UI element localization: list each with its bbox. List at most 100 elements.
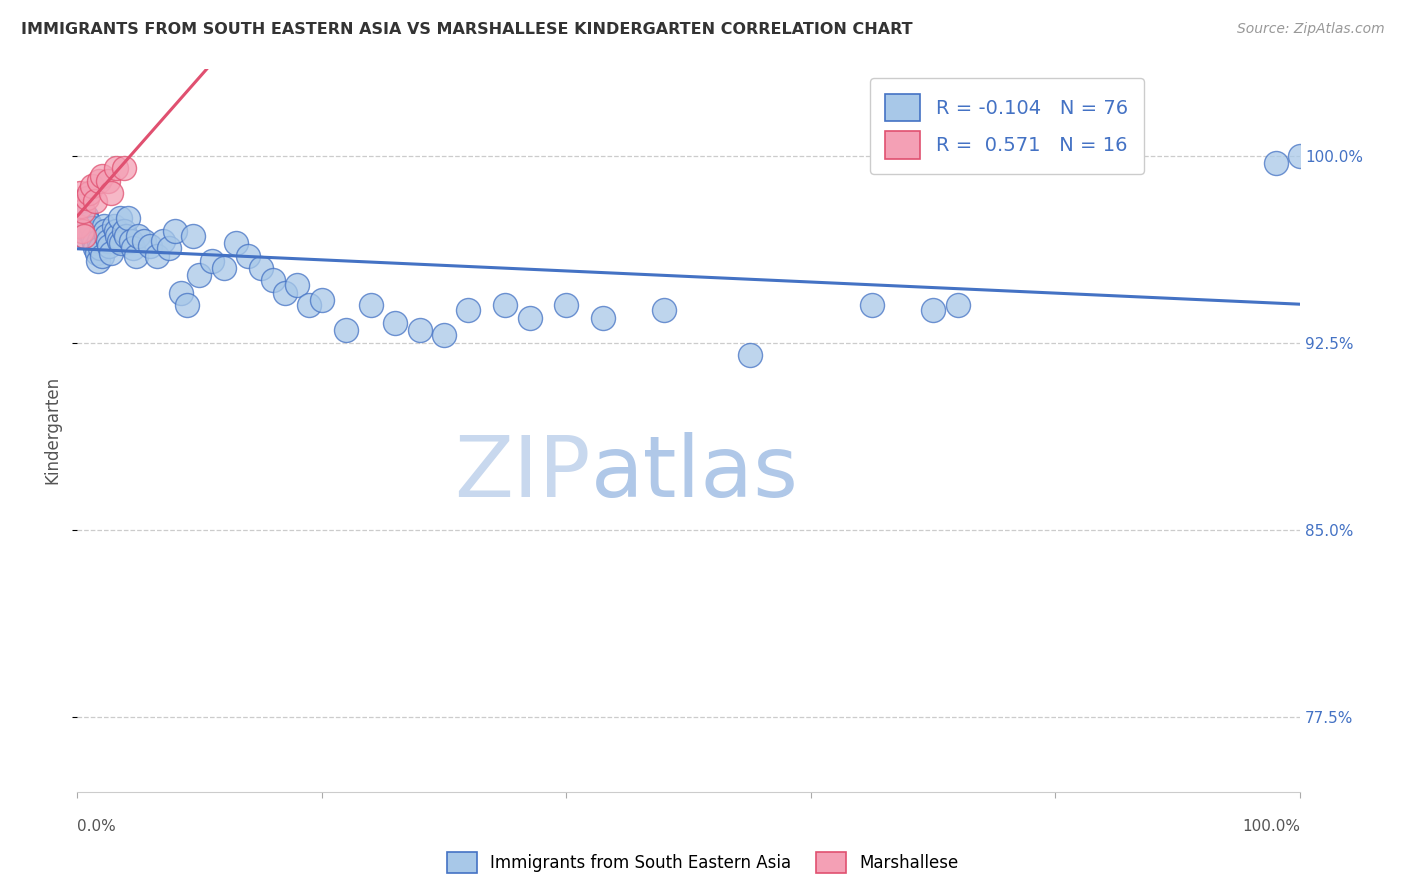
Point	[87, 174, 110, 188]
Point	[249, 260, 271, 275]
Point	[1264, 156, 1286, 170]
Point	[105, 224, 128, 238]
Point	[122, 241, 145, 255]
Point	[69, 199, 91, 213]
Point	[494, 298, 516, 312]
Point	[262, 273, 284, 287]
Point	[157, 241, 180, 255]
Point	[73, 228, 96, 243]
Point	[274, 285, 297, 300]
Point	[90, 248, 112, 262]
Point	[922, 303, 945, 318]
Point	[67, 219, 90, 233]
Text: Source: ZipAtlas.com: Source: ZipAtlas.com	[1237, 22, 1385, 37]
Point	[457, 303, 479, 318]
Point	[127, 228, 149, 243]
Point	[97, 234, 120, 248]
Point	[311, 293, 333, 308]
Point	[86, 246, 108, 260]
Point	[125, 248, 148, 262]
Point	[134, 234, 156, 248]
Point	[592, 310, 614, 325]
Point	[100, 186, 122, 201]
Point	[555, 298, 578, 312]
Point	[73, 228, 96, 243]
Point	[946, 298, 969, 312]
Point	[652, 303, 675, 318]
Point	[1289, 149, 1312, 163]
Point	[72, 219, 94, 233]
Point	[110, 235, 132, 250]
Point	[335, 323, 357, 337]
Point	[80, 178, 103, 193]
Point	[181, 228, 204, 243]
Point	[145, 248, 167, 262]
Point	[89, 241, 111, 255]
Point	[285, 278, 308, 293]
Text: 100.0%: 100.0%	[1241, 820, 1301, 834]
Point	[360, 298, 382, 312]
Point	[163, 224, 186, 238]
Point	[84, 241, 107, 255]
Point	[83, 235, 105, 250]
Point	[67, 199, 90, 213]
Point	[433, 328, 456, 343]
Point	[77, 224, 100, 238]
Y-axis label: Kindergarten: Kindergarten	[44, 376, 60, 484]
Point	[97, 174, 120, 188]
Point	[112, 224, 135, 238]
Point	[82, 231, 104, 245]
Point	[519, 310, 541, 325]
Point	[93, 219, 115, 233]
Point	[100, 246, 122, 260]
Point	[70, 224, 93, 238]
Point	[112, 161, 135, 176]
Point	[94, 224, 117, 238]
Point	[115, 228, 138, 243]
Legend: R = -0.104   N = 76, R =  0.571   N = 16: R = -0.104 N = 76, R = 0.571 N = 16	[870, 78, 1143, 174]
Point	[80, 221, 103, 235]
Point	[107, 228, 129, 243]
Point	[69, 186, 91, 201]
Point	[69, 211, 91, 226]
Point	[120, 234, 142, 248]
Point	[738, 348, 761, 362]
Point	[90, 169, 112, 183]
Point	[76, 213, 98, 227]
Text: atlas: atlas	[591, 432, 799, 515]
Point	[70, 203, 93, 218]
Point	[860, 298, 883, 312]
Point	[103, 219, 125, 233]
Point	[107, 234, 129, 248]
Point	[79, 186, 101, 201]
Point	[108, 211, 131, 226]
Point	[408, 323, 430, 337]
Point	[238, 248, 260, 262]
Point	[201, 253, 224, 268]
Point	[84, 194, 107, 208]
Point	[225, 235, 247, 250]
Point	[139, 238, 162, 252]
Point	[87, 253, 110, 268]
Point	[384, 316, 406, 330]
Point	[212, 260, 235, 275]
Point	[79, 226, 101, 240]
Point	[69, 194, 91, 208]
Point	[105, 161, 128, 176]
Point	[96, 228, 118, 243]
Point	[298, 298, 321, 312]
Point	[87, 234, 110, 248]
Point	[72, 203, 94, 218]
Point	[97, 238, 120, 252]
Point	[176, 298, 198, 312]
Point	[152, 234, 174, 248]
Legend: Immigrants from South Eastern Asia, Marshallese: Immigrants from South Eastern Asia, Mars…	[440, 846, 966, 880]
Text: IMMIGRANTS FROM SOUTH EASTERN ASIA VS MARSHALLESE KINDERGARTEN CORRELATION CHART: IMMIGRANTS FROM SOUTH EASTERN ASIA VS MA…	[21, 22, 912, 37]
Point	[75, 209, 97, 223]
Point	[170, 285, 193, 300]
Text: ZIP: ZIP	[454, 432, 591, 515]
Point	[117, 211, 139, 226]
Point	[188, 268, 211, 283]
Text: 0.0%: 0.0%	[77, 820, 115, 834]
Point	[79, 216, 101, 230]
